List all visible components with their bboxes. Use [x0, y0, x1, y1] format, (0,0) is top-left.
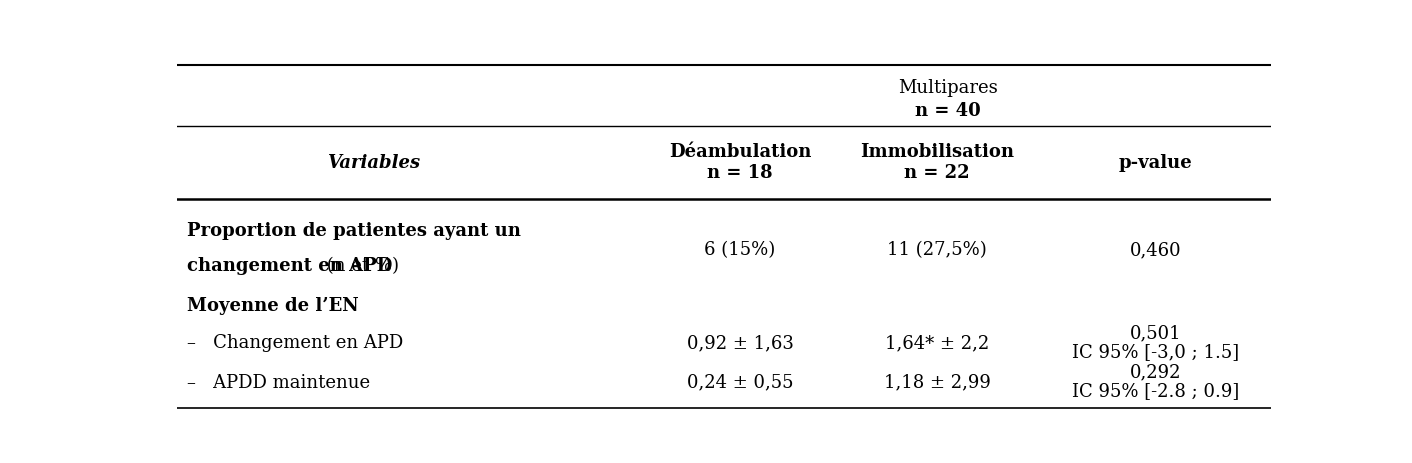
Text: p-value: p-value [1120, 154, 1193, 171]
Text: –   APDD maintenue: – APDD maintenue [188, 373, 370, 391]
Text: IC 95% [-2.8 ; 0.9]: IC 95% [-2.8 ; 0.9] [1072, 382, 1240, 400]
Text: 0,460: 0,460 [1130, 241, 1182, 259]
Text: Déambulation
n = 18: Déambulation n = 18 [669, 143, 812, 182]
Text: 1,18 ± 2,99: 1,18 ± 2,99 [884, 373, 990, 391]
Text: changement en APD: changement en APD [188, 257, 393, 275]
Text: Moyenne de l’EN: Moyenne de l’EN [188, 296, 359, 314]
Text: 0,24 ± 0,55: 0,24 ± 0,55 [686, 373, 794, 391]
Text: IC 95% [-3,0 ; 1.5]: IC 95% [-3,0 ; 1.5] [1072, 343, 1240, 360]
Text: 0,92 ± 1,63: 0,92 ± 1,63 [686, 333, 794, 351]
Text: Multipares: Multipares [898, 79, 998, 97]
Text: 0,292: 0,292 [1130, 363, 1182, 381]
Text: (n et %): (n et %) [322, 257, 400, 275]
Text: 11 (27,5%): 11 (27,5%) [887, 241, 987, 259]
Text: 1,64* ± 2,2: 1,64* ± 2,2 [885, 333, 990, 351]
Text: 6 (15%): 6 (15%) [705, 241, 775, 259]
Text: –   Changement en APD: – Changement en APD [188, 333, 404, 351]
Text: Variables: Variables [328, 154, 419, 171]
Text: n = 40: n = 40 [915, 102, 981, 120]
Text: Proportion de patientes ayant un: Proportion de patientes ayant un [188, 221, 521, 239]
Text: 0,501: 0,501 [1130, 324, 1182, 342]
Text: Immobilisation
n = 22: Immobilisation n = 22 [860, 143, 1014, 182]
